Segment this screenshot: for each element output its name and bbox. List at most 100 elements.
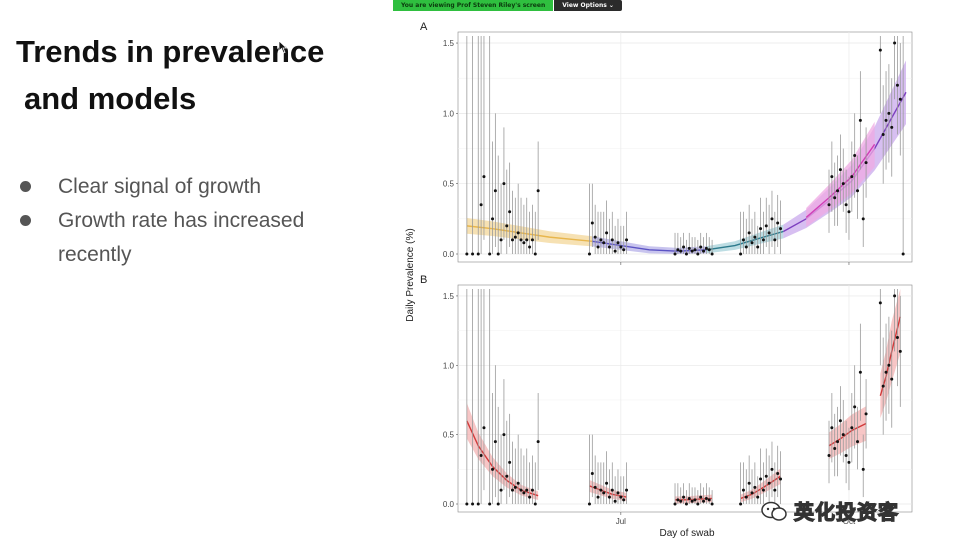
data-point [827, 203, 831, 207]
y-tick-label: 0.0 [443, 500, 455, 509]
panel-frame [457, 31, 913, 263]
data-point [502, 433, 506, 437]
data-point [764, 224, 768, 228]
data-point [887, 111, 891, 115]
data-point [479, 453, 483, 457]
data-point [610, 238, 614, 242]
data-point [465, 252, 469, 256]
data-point [625, 488, 629, 492]
data-point [502, 182, 506, 186]
data-point [505, 224, 509, 228]
data-point [858, 118, 862, 122]
slide-title: Trends in prevalence and models [16, 28, 376, 122]
data-point [833, 447, 837, 451]
data-point [590, 221, 594, 225]
data-point [525, 488, 529, 492]
data-point [739, 252, 743, 256]
data-point [844, 453, 848, 457]
data-point [841, 433, 845, 437]
data-point [847, 460, 851, 464]
data-point [496, 502, 500, 506]
data-point [747, 231, 751, 235]
data-point [838, 168, 842, 172]
slide-title-line1: Trends in prevalence [16, 34, 325, 69]
data-point [747, 481, 751, 485]
data-point [493, 440, 497, 444]
data-point [602, 491, 606, 495]
data-point [878, 48, 882, 52]
data-point [779, 227, 783, 231]
data-point [676, 248, 680, 252]
data-point [690, 249, 694, 253]
data-point [465, 502, 469, 506]
panel-letter: B [420, 274, 427, 286]
data-point [528, 495, 532, 499]
data-point [508, 460, 512, 464]
data-point [673, 502, 677, 506]
data-point [530, 238, 534, 242]
data-point [741, 238, 745, 242]
fit-ribbon [880, 289, 901, 419]
data-point [856, 440, 860, 444]
data-point [491, 467, 495, 471]
data-point [898, 349, 902, 353]
fit-ribbon [706, 224, 784, 254]
data-point [856, 189, 860, 193]
data-point [893, 41, 897, 45]
data-point [513, 485, 517, 489]
data-point [679, 499, 683, 503]
slide-title-line2: and models [24, 81, 197, 116]
data-point [836, 189, 840, 193]
wechat-logo-icon [761, 501, 787, 521]
data-point [853, 405, 857, 409]
data-point [702, 249, 706, 253]
y-tick-label: 1.5 [443, 292, 455, 301]
data-point [881, 384, 885, 388]
data-point [750, 241, 754, 245]
data-point [858, 370, 862, 374]
data-point [684, 502, 688, 506]
y-tick-label: 0.5 [443, 180, 455, 189]
data-point [505, 474, 509, 478]
data-point [696, 252, 700, 256]
data-point [864, 412, 868, 416]
data-point [827, 453, 831, 457]
data-point [884, 118, 888, 122]
data-point [510, 238, 514, 242]
bullet-item: Clear signal of growth [18, 170, 358, 204]
data-point [536, 440, 540, 444]
y-tick-label: 1.0 [443, 109, 455, 118]
data-point [770, 217, 774, 221]
data-point [750, 491, 754, 495]
view-options-button[interactable]: View Options ⌄ [554, 0, 622, 11]
data-point [773, 488, 777, 492]
data-point [693, 498, 697, 502]
watermark: 英化投资客 [760, 496, 899, 525]
data-point [767, 481, 771, 485]
data-point [679, 249, 683, 253]
data-point [710, 502, 714, 506]
data-point [759, 227, 763, 231]
data-point [605, 231, 609, 235]
data-point [605, 481, 609, 485]
data-point [884, 370, 888, 374]
data-point [878, 301, 882, 305]
data-point [764, 474, 768, 478]
data-point [476, 252, 480, 256]
bullet-text: Clear signal of growth [58, 175, 262, 198]
data-point [690, 499, 694, 503]
data-point [707, 248, 711, 252]
data-point [619, 245, 623, 249]
data-point [847, 210, 851, 214]
chart-panel-A: 0.0 0.5 1.0 1.5 A [420, 21, 913, 265]
data-point [587, 502, 591, 506]
y-tick-label: 1.5 [443, 39, 455, 48]
data-point [853, 154, 857, 158]
data-point [590, 471, 594, 475]
data-point [861, 217, 865, 221]
data-point [491, 217, 495, 221]
data-point [519, 488, 523, 492]
data-point [693, 248, 697, 252]
